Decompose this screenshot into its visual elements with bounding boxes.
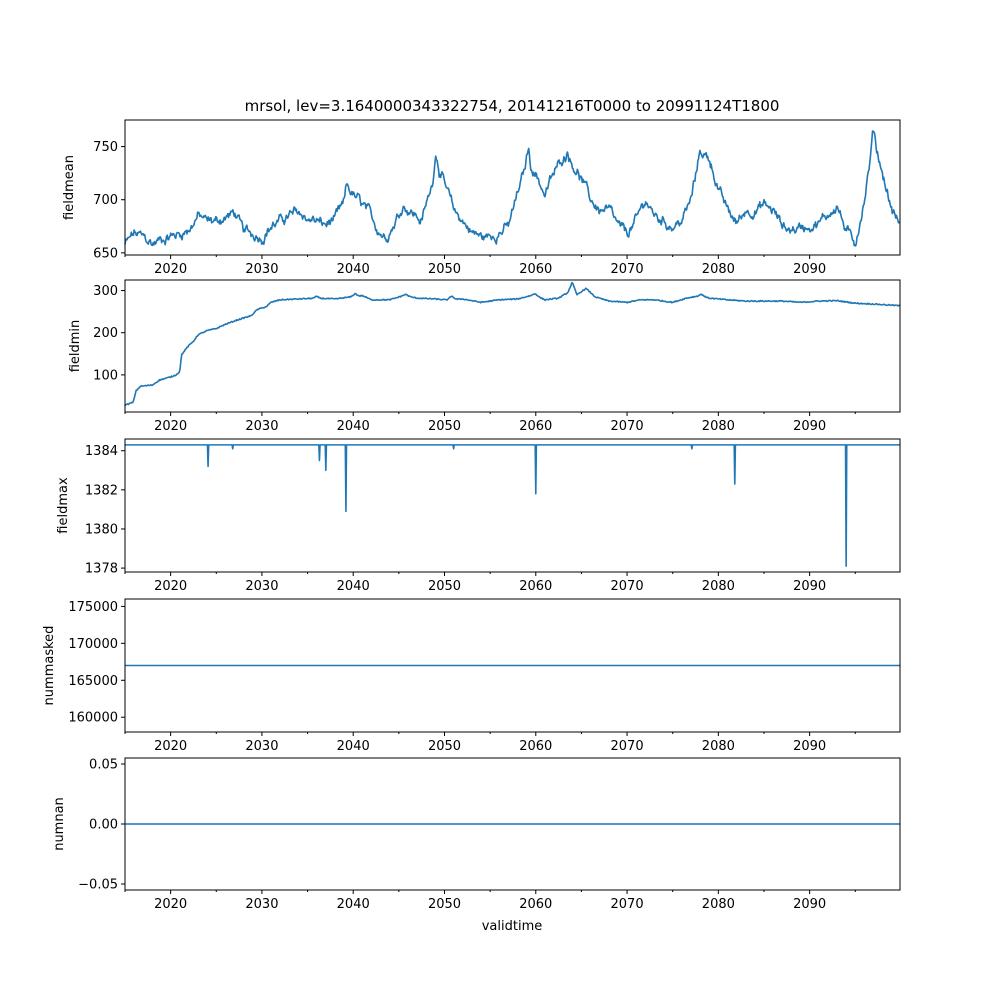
x-tick-label: 2090 bbox=[793, 419, 826, 434]
x-tick-label: 2030 bbox=[245, 262, 278, 277]
y-axis-label: nummasked bbox=[42, 626, 57, 706]
x-tick-label: 2080 bbox=[702, 897, 735, 912]
panel-numnan: −0.05 0.00 0.05 2020 2030 2040 2050 2060 2070 20… bbox=[52, 757, 901, 912]
y-tick-label: 300 bbox=[93, 284, 118, 299]
series-line-fieldmean bbox=[124, 130, 901, 247]
x-tick-label: 2060 bbox=[519, 897, 552, 912]
x-tick-label: 2020 bbox=[154, 262, 187, 277]
panel-fieldmean: 650 700 750 2020 2030 2040 2050 2060 2070 2080 20… bbox=[62, 119, 901, 277]
y-tick-label: 0.00 bbox=[89, 818, 118, 833]
axes-frame bbox=[124, 119, 901, 256]
x-tick-label: 2020 bbox=[154, 419, 187, 434]
axes-frame bbox=[124, 438, 901, 573]
x-tick-label: 2040 bbox=[337, 739, 370, 754]
y-tick-label: −0.05 bbox=[78, 878, 118, 893]
x-tick-label: 2030 bbox=[245, 739, 278, 754]
x-tick-label: 2080 bbox=[702, 579, 735, 594]
x-tick-label: 2030 bbox=[245, 897, 278, 912]
y-tick-label: 175000 bbox=[68, 600, 118, 615]
x-tick-label: 2050 bbox=[428, 579, 461, 594]
x-tick-label: 2090 bbox=[793, 897, 826, 912]
x-tick-label: 2050 bbox=[428, 897, 461, 912]
x-tick-label: 2020 bbox=[154, 739, 187, 754]
x-tick-label: 2080 bbox=[702, 739, 735, 754]
x-tick-label: 2090 bbox=[793, 262, 826, 277]
x-tick-label: 2040 bbox=[337, 262, 370, 277]
x-tick-label: 2070 bbox=[611, 579, 644, 594]
x-axis-label: validtime bbox=[482, 919, 543, 934]
chart-title: mrsol, lev=3.1640000343322754, 20141216T… bbox=[245, 97, 780, 115]
x-tick-label: 2050 bbox=[428, 262, 461, 277]
y-tick-label: 0.05 bbox=[89, 758, 118, 773]
y-tick-label: 170000 bbox=[68, 637, 118, 652]
panel-nummasked: 160000 165000 170000 175000 2020 2030 2040 205… bbox=[42, 598, 901, 754]
y-tick-label: 1384 bbox=[85, 444, 118, 459]
x-tick-label: 2030 bbox=[245, 419, 278, 434]
x-tick-label: 2060 bbox=[519, 419, 552, 434]
x-tick-label: 2050 bbox=[428, 419, 461, 434]
x-tick-label: 2080 bbox=[702, 419, 735, 434]
x-tick-label: 2040 bbox=[337, 897, 370, 912]
series-line-fieldmin bbox=[124, 281, 901, 407]
x-tick-label: 2040 bbox=[337, 579, 370, 594]
y-tick-label: 750 bbox=[93, 140, 118, 155]
axes-frame bbox=[124, 279, 901, 413]
y-tick-label: 1382 bbox=[85, 483, 118, 498]
y-axis-label: fieldmean bbox=[62, 155, 77, 220]
x-tick-label: 2060 bbox=[519, 579, 552, 594]
x-tick-label: 2060 bbox=[519, 262, 552, 277]
x-tick-label: 2080 bbox=[702, 262, 735, 277]
x-tick-label: 2070 bbox=[611, 419, 644, 434]
panel-fieldmax: 1378 1380 1382 1384 2020 2030 2040 2050 2060 207… bbox=[56, 438, 901, 594]
y-axis-label: fieldmax bbox=[56, 477, 71, 534]
x-tick-label: 2070 bbox=[611, 897, 644, 912]
y-tick-label: 165000 bbox=[68, 674, 118, 689]
axes-frame bbox=[124, 598, 901, 733]
x-tick-label: 2060 bbox=[519, 739, 552, 754]
y-axis-label: fieldmin bbox=[68, 320, 83, 373]
x-tick-label: 2050 bbox=[428, 739, 461, 754]
y-tick-label: 160000 bbox=[68, 711, 118, 726]
x-tick-label: 2040 bbox=[337, 419, 370, 434]
x-tick-label: 2070 bbox=[611, 262, 644, 277]
x-tick-label: 2020 bbox=[154, 579, 187, 594]
series-line-fieldmax bbox=[125, 444, 900, 567]
y-tick-label: 1378 bbox=[85, 562, 118, 577]
y-tick-label: 650 bbox=[93, 246, 118, 261]
y-tick-label: 700 bbox=[93, 193, 118, 208]
x-tick-label: 2070 bbox=[611, 739, 644, 754]
panel-fieldmin: 100 200 300 2020 2030 2040 2050 2060 2070 2080 20… bbox=[68, 279, 901, 434]
x-tick-label: 2090 bbox=[793, 739, 826, 754]
y-tick-label: 100 bbox=[93, 368, 118, 383]
x-tick-label: 2030 bbox=[245, 579, 278, 594]
y-tick-label: 1380 bbox=[85, 522, 118, 537]
x-tick-label: 2090 bbox=[793, 579, 826, 594]
y-axis-label: numnan bbox=[52, 797, 67, 851]
x-tick-label: 2020 bbox=[154, 897, 187, 912]
y-tick-label: 200 bbox=[93, 326, 118, 341]
